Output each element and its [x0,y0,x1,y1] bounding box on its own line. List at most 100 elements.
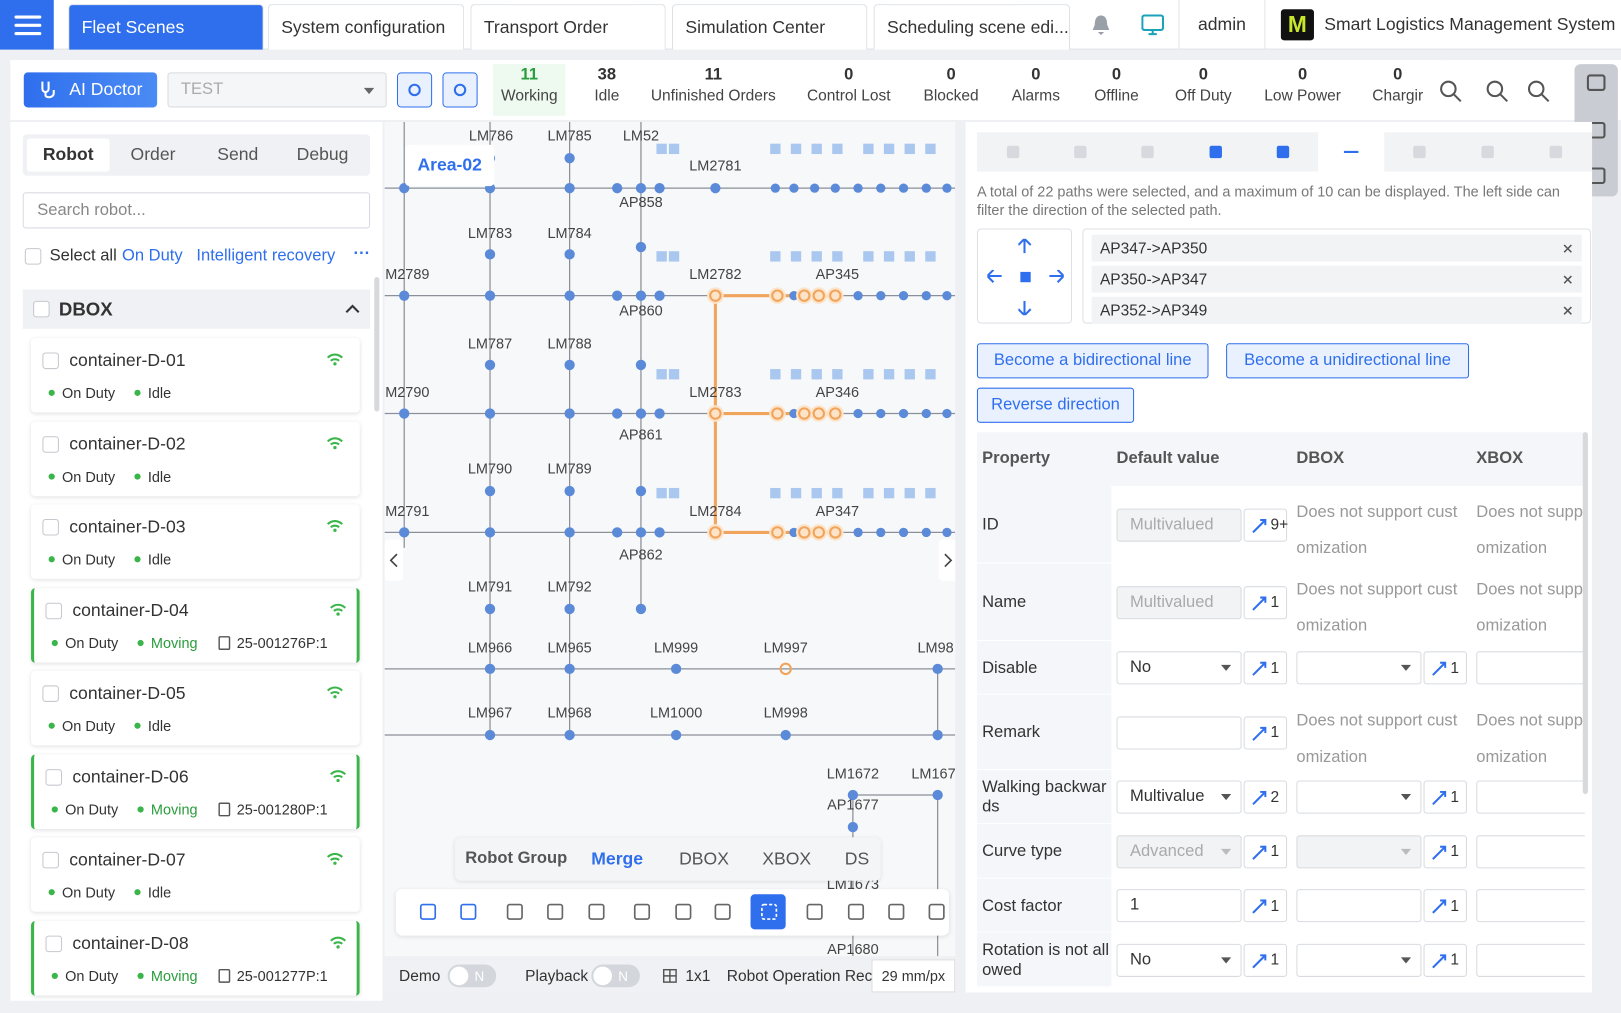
multi-value-badge[interactable]: 1 [1423,780,1467,814]
text-input[interactable] [1476,943,1585,977]
robot-search[interactable]: Search robot... [22,192,371,229]
multi-value-badge[interactable]: 1 [1243,943,1288,977]
stat-item[interactable]: 11 Unfinished Orders [646,64,780,116]
nav-tab[interactable]: Simulation Center [671,4,868,50]
robot-card[interactable]: container-D-06 On Duty Moving 25-001280P:1 [31,754,360,829]
robot-group-tab[interactable]: XBOX [762,848,812,869]
multi-value-badge[interactable]: 9+ [1243,508,1288,542]
text-input[interactable] [1476,651,1585,685]
select-input[interactable] [1296,780,1422,814]
action-button[interactable]: Become a unidirectional line [1226,343,1470,379]
multi-value-badge[interactable]: 1 [1423,834,1467,868]
ai-doctor-button[interactable]: AI Doctor [23,72,158,108]
select-tool-active[interactable] [750,894,786,930]
select-input[interactable]: Advanced [1116,834,1242,868]
multi-value-badge[interactable]: 1 [1423,651,1467,685]
action-button[interactable]: Reverse direction [976,387,1135,423]
nav-tab[interactable]: System configuration [267,4,465,50]
select-input[interactable]: No [1116,943,1242,977]
text-input[interactable] [1476,780,1585,814]
tool-icon-part [419,903,437,920]
filter-link[interactable]: Intelligent recovery [196,247,336,265]
search-icon-part [1499,93,1509,103]
panel-tab[interactable]: Debug [296,144,349,165]
station-marker [656,251,667,262]
chevron-part [944,553,953,568]
robot-card[interactable]: container-D-02 On Duty Idle [31,421,360,496]
edit-icon [1252,953,1267,968]
select-input[interactable] [1296,834,1422,868]
action-button[interactable]: Become a bidirectional line [976,343,1209,379]
record-link[interactable]: Robot Operation Reco [726,967,872,985]
stat-label: Blocked [923,86,979,105]
stat-label: Off Duty [1175,86,1232,105]
multi-value-badge[interactable]: 1 [1243,834,1288,868]
stat-item[interactable]: 38 Idle [540,64,674,116]
more-link[interactable]: ··· [353,245,371,263]
select-input[interactable] [1296,651,1422,685]
stat-item[interactable]: 0 Offline [1049,64,1183,116]
robot-card[interactable]: container-D-05 On Duty Idle [31,670,360,746]
stat-item[interactable]: 0 Alarms [969,64,1103,116]
select-input[interactable] [1296,943,1422,977]
filter-link[interactable]: On Duty [121,247,183,265]
property-name: ID [982,515,999,534]
map-pan-button[interactable] [384,539,404,581]
multi-value-badge[interactable]: 1 [1243,889,1288,923]
robot-state: Idle [147,883,172,901]
menu-button[interactable] [0,0,54,50]
stat-item[interactable]: 0 Chargir [1331,64,1465,116]
menu-bar [14,23,42,27]
text-input[interactable]: 1 [1116,889,1242,923]
text-input[interactable] [1116,715,1242,749]
type-icon-part [1276,145,1290,159]
multi-value-badge[interactable]: 1 [1243,585,1288,619]
user-name[interactable]: admin [1178,0,1266,50]
scene-select[interactable]: TEST [167,72,387,108]
text-input[interactable] [1296,889,1422,923]
path-name: AP347->AP350 [1099,239,1208,257]
stat-item[interactable]: 0 Low Power [1235,64,1369,116]
group-header[interactable]: DBOX [22,289,371,329]
multi-value-badge[interactable]: 1 [1423,943,1467,977]
select-input[interactable]: Multivalue [1116,780,1242,814]
robot-group-tab[interactable]: Merge [591,848,644,869]
multi-value-badge[interactable]: 1 [1423,889,1467,923]
panel-tab[interactable]: Robot [26,138,110,172]
multi-value-badge[interactable]: 2 [1243,780,1288,814]
select-all-checkbox[interactable] [24,248,42,265]
multi-value-badge[interactable]: 1 [1243,715,1288,749]
nav-tab[interactable]: Fleet Scenes [68,4,264,50]
nav-tab[interactable]: Transport Order [470,4,666,50]
map-pan-button[interactable] [938,539,956,581]
stat-item[interactable]: 11 Working [493,64,566,116]
tool-button[interactable] [442,72,478,108]
text-input[interactable] [1476,834,1585,868]
status-toolbar: AI Doctor TEST 11 Working 38 Idle 11 Unfinished… [10,59,1621,120]
robot-card[interactable]: container-D-03 On Duty Idle [31,504,360,579]
direction-arrow-part [1018,300,1032,316]
tool-button[interactable] [396,72,433,108]
nav-tab[interactable]: Scheduling scene edi... [873,4,1070,50]
panel-tab[interactable]: Send [217,144,259,165]
stat-item[interactable]: 0 Control Lost [782,64,916,116]
stat-item[interactable]: 0 Off Duty [1136,64,1270,116]
multi-value-badge[interactable]: 1 [1243,651,1288,685]
robot-group-tab[interactable]: DBOX [679,848,729,869]
robot-group-tab[interactable]: DS [844,848,870,869]
panel-tab[interactable]: Order [130,144,176,165]
grid-icon [662,968,677,983]
map-canvas[interactable]: LM786 LM785 LM52 LM2781 AP858 LM783 LM784 M2789… [384,121,956,956]
robot-card[interactable]: container-D-07 On Duty Idle [31,837,360,912]
select-input[interactable]: No [1116,651,1242,685]
robot-card[interactable]: container-D-01 On Duty Idle [31,338,360,413]
stat-item[interactable]: 0 Blocked [884,64,1018,116]
robot-card[interactable]: container-D-08 On Duty Moving 25-001277P:1 [31,920,360,996]
text-input[interactable] [1476,889,1585,923]
text-input[interactable]: Multivalued [1116,585,1242,619]
station-marker [811,487,822,499]
robot-card[interactable]: container-D-04 On Duty Moving 25-001276P:1 [31,587,360,663]
tool-icon-part [888,903,905,920]
map-node [898,408,909,419]
text-input[interactable]: Multivalued [1116,508,1242,542]
